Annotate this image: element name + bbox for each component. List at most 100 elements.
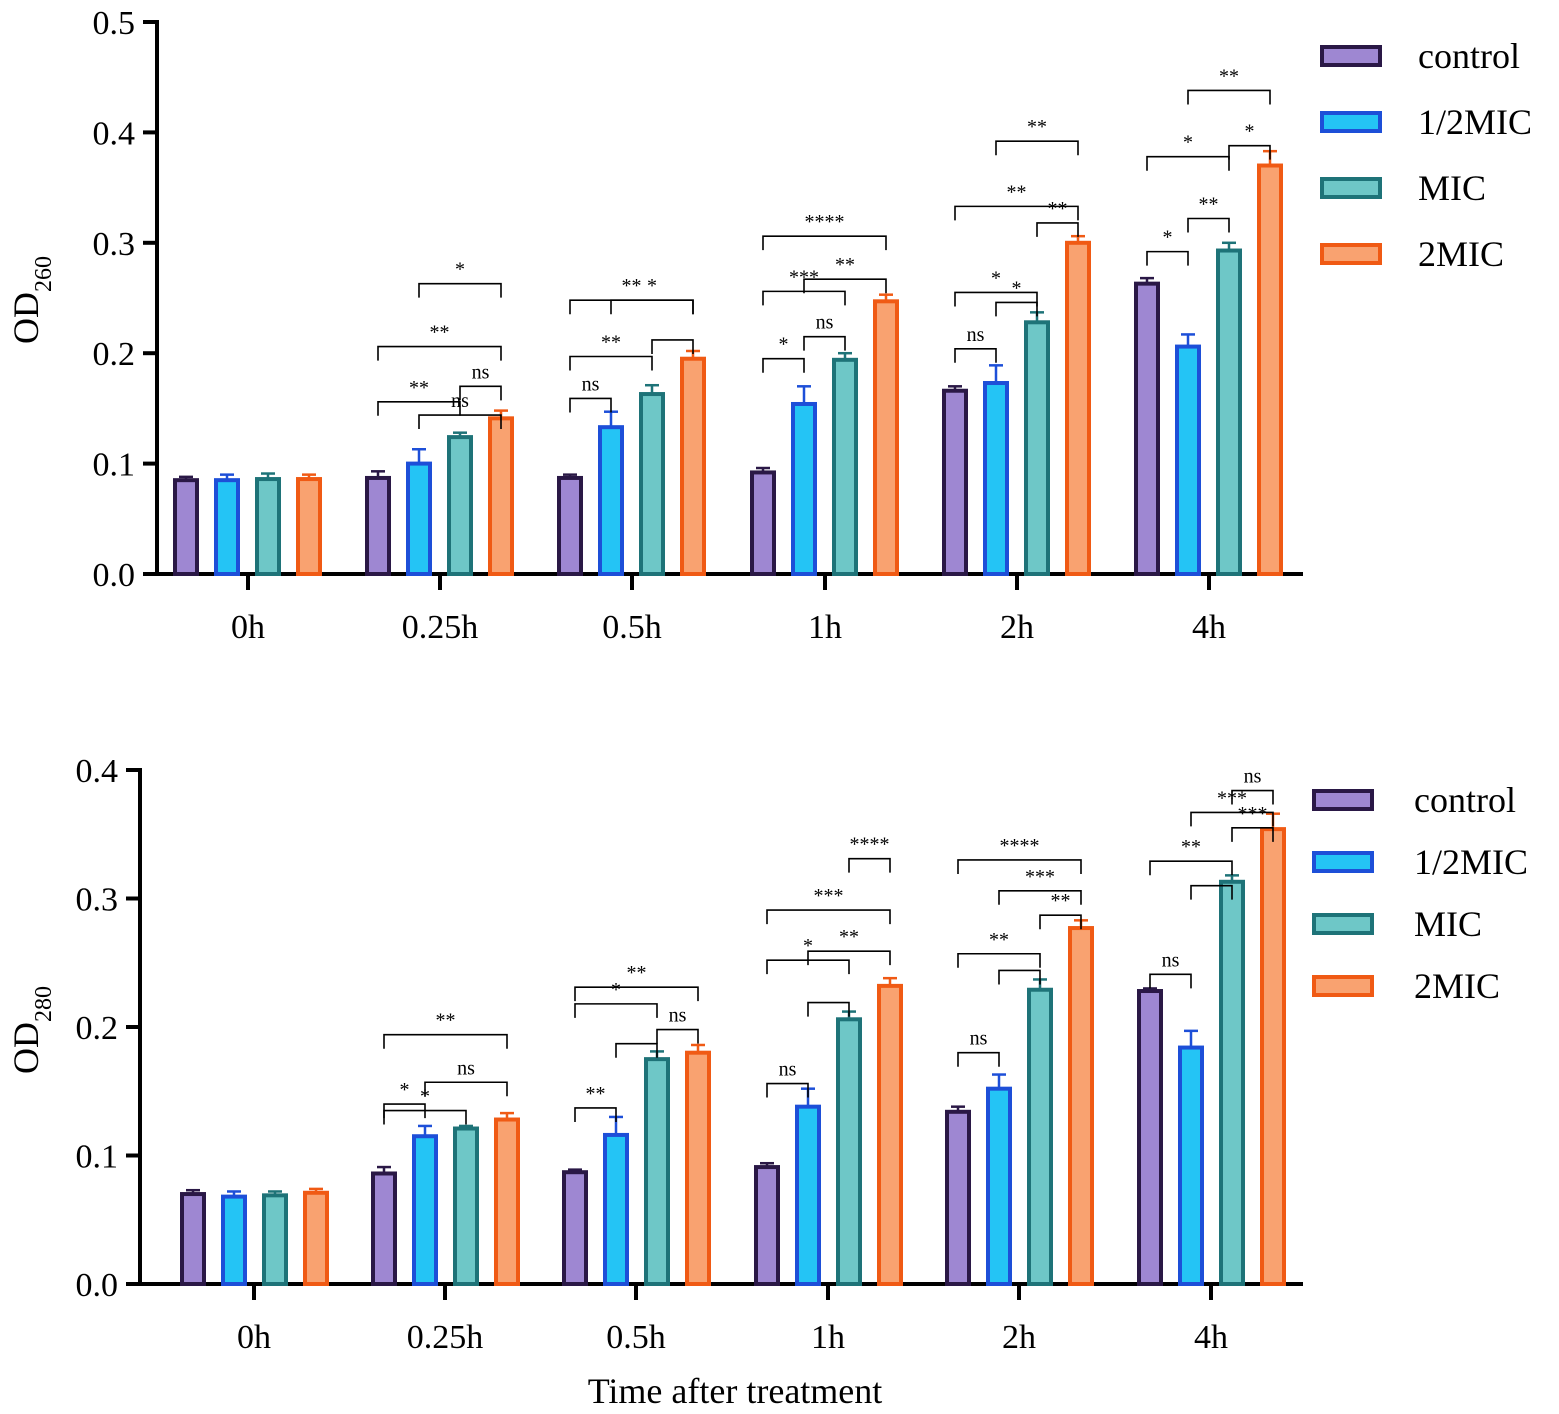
y-tick-label: 0.0: [76, 1267, 119, 1304]
significance-bracket: [383, 1033, 508, 1049]
bar-control: [365, 475, 391, 576]
x-tick-label: 1h: [811, 1319, 845, 1356]
significance-label: **: [1051, 890, 1071, 912]
significance-bracket: [610, 299, 694, 315]
significance-bracket: [377, 345, 502, 361]
legend-label: 2MIC: [1414, 966, 1500, 1006]
significance-label: **: [835, 254, 855, 276]
bar-control: [180, 1192, 206, 1287]
significance-label: *: [803, 935, 813, 957]
y-tick-label: 0.1: [93, 447, 136, 484]
bar-2MIC: [303, 1190, 329, 1287]
significance-bracket: [656, 1028, 699, 1044]
bar-1/2MIC: [214, 478, 240, 576]
legend-swatch-2MIC: [1312, 975, 1374, 997]
bar-control: [173, 478, 199, 576]
y-tick-label: 0.4: [76, 753, 119, 790]
significance-label: ns: [816, 312, 834, 334]
x-tick-label: 2h: [1002, 1319, 1036, 1356]
significance-bracket: [803, 278, 887, 294]
significance-bracket: [766, 1082, 809, 1098]
significance-bracket: [957, 952, 1041, 968]
bar-2MIC: [1257, 163, 1283, 577]
significance-label: **: [1219, 65, 1239, 87]
x-tick-label: 2h: [1000, 609, 1034, 646]
significance-bracket: [998, 969, 1041, 985]
significance-bracket: [1231, 827, 1274, 842]
significance-bracket: [1149, 973, 1192, 989]
significance-label: **: [409, 377, 429, 399]
bar-MIC: [1216, 248, 1242, 576]
significance-bracket: [766, 909, 891, 925]
bar-2MIC: [1065, 240, 1091, 577]
significance-bracket: [1187, 89, 1271, 105]
significance-bracket: [1146, 250, 1189, 266]
y-tick-label: 0.5: [93, 5, 136, 42]
significance-label: *: [400, 1079, 410, 1101]
bar-1/2MIC: [221, 1194, 247, 1286]
od260-chart: 0.0 0.1 0.2 0.3 0.4 0.5 OD260 0h 0.25h 0.5h 1h 2h 4h…: [6, 5, 1532, 646]
bar-MIC: [1024, 320, 1050, 576]
bar-2MIC: [877, 983, 903, 1286]
significance-label: *: [991, 267, 1001, 289]
y-tick-label: 0.1: [76, 1139, 119, 1176]
x-tick-label: 0h: [237, 1319, 271, 1356]
bar-MIC: [832, 357, 858, 576]
bar-MIC: [836, 1017, 862, 1286]
significance-bracket: [569, 397, 612, 413]
y-axis-title-main: OD: [6, 292, 46, 344]
significance-label: ***: [789, 266, 819, 288]
x-tick-label: 0.5h: [602, 609, 662, 646]
bar-control: [945, 1109, 971, 1287]
significance-label: *: [1245, 121, 1255, 143]
significance-bracket: [569, 355, 653, 371]
bar-2MIC: [1068, 926, 1094, 1286]
significance-bracket: [1228, 144, 1271, 160]
bar-control: [1137, 989, 1163, 1287]
significance-label: ns: [472, 361, 490, 383]
significance-bracket: [574, 1003, 658, 1018]
significance-label: ns: [779, 1059, 797, 1081]
significance-label: ns: [582, 373, 600, 395]
bar-MIC: [447, 435, 473, 576]
significance-label: *: [611, 979, 621, 1001]
significance-label: ns: [1162, 949, 1180, 971]
significance-bracket: [418, 282, 502, 298]
significance-bracket: [803, 335, 846, 351]
significance-label: ***: [1238, 803, 1268, 825]
significance-bracket: [1149, 860, 1233, 876]
significance-label: *: [1183, 132, 1193, 154]
bar-1/2MIC: [406, 461, 432, 577]
bar-control: [557, 475, 583, 576]
y-axis-title: OD280: [6, 986, 57, 1074]
x-tick-label: 4h: [1192, 609, 1226, 646]
bar-1/2MIC: [1175, 344, 1201, 576]
bar-MIC: [644, 1057, 670, 1286]
legend-label: control: [1414, 780, 1516, 820]
x-tick-label: 1h: [808, 609, 842, 646]
x-tick-label: 4h: [1194, 1319, 1228, 1356]
bar-control: [754, 1165, 780, 1286]
significance-label: ns: [457, 1057, 475, 1079]
significance-label: *: [1163, 227, 1173, 249]
significance-label: **: [601, 332, 621, 354]
significance-bracket: [574, 1107, 617, 1122]
x-tick-label: 0.25h: [407, 1319, 484, 1356]
significance-bracket: [957, 1051, 1000, 1067]
significance-bracket: [574, 986, 699, 1002]
significance-label: *: [455, 259, 465, 281]
legend-swatch-MIC: [1312, 913, 1374, 935]
significance-bracket: [995, 301, 1038, 317]
y-tick-label: 0.0: [93, 557, 136, 594]
legend-swatch-1/2MIC: [1320, 111, 1382, 133]
significance-label: **: [1048, 198, 1068, 220]
bar-control: [942, 388, 968, 576]
legend-label: MIC: [1418, 168, 1486, 208]
y-axis-title-main: OD: [6, 1022, 46, 1074]
y-tick-label: 0.4: [93, 115, 136, 152]
significance-label: ns: [970, 1028, 988, 1050]
significance-bracket: [762, 235, 887, 251]
significance-label: **: [627, 962, 647, 984]
legend-swatch-2MIC: [1320, 243, 1382, 265]
bar-MIC: [255, 477, 281, 576]
